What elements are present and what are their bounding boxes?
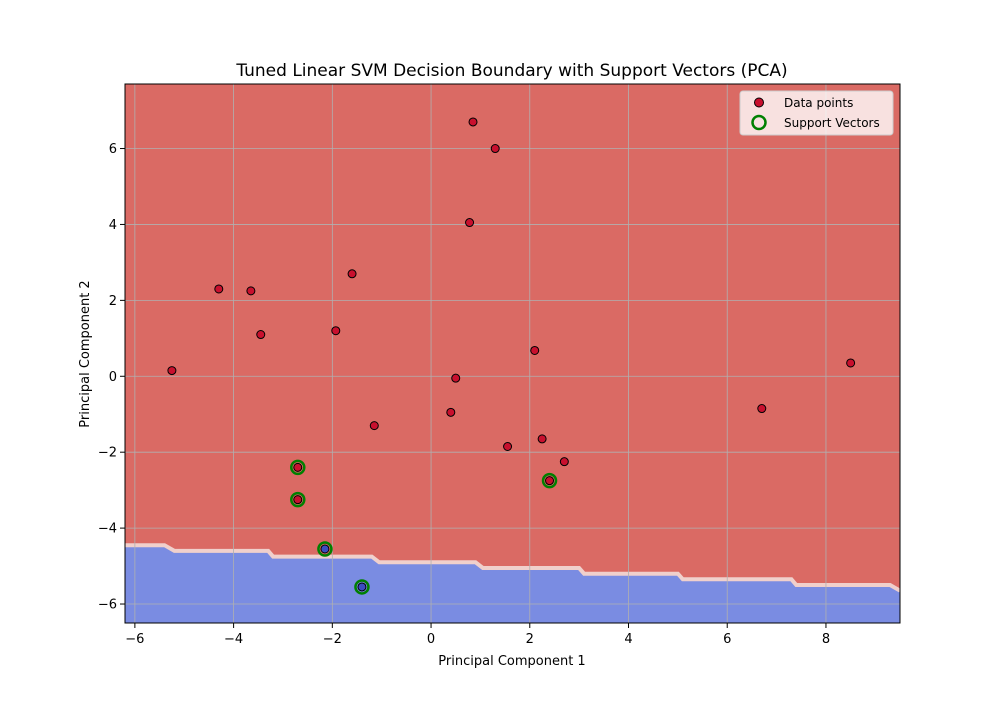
y-tick-label: 0	[109, 370, 117, 385]
data-point	[503, 441, 513, 451]
legend-support-vectors-marker	[751, 114, 767, 131]
data-point	[451, 373, 461, 383]
data-point	[446, 407, 456, 417]
x-tick-label: 6	[723, 632, 731, 647]
x-tick-label: −4	[224, 632, 243, 647]
data-point	[167, 366, 177, 376]
data-point	[465, 218, 475, 228]
grid-lines	[125, 84, 900, 623]
data-point	[559, 457, 569, 467]
data-point	[246, 286, 256, 296]
data-point	[545, 476, 555, 486]
support-vector-rings	[290, 459, 558, 595]
support-vector-ring	[354, 579, 370, 595]
y-tick-label: −4	[98, 522, 117, 537]
data-points	[167, 117, 856, 592]
chart-title: Tuned Linear SVM Decision Boundary with …	[235, 61, 787, 81]
y-tick-label: 2	[109, 294, 117, 309]
decision-region-class-blue	[125, 545, 900, 623]
data-point	[293, 462, 303, 472]
support-vector-ring	[290, 491, 306, 508]
data-point	[530, 345, 540, 355]
data-point	[490, 144, 500, 154]
x-tick-label: 2	[526, 632, 534, 647]
legend: Data points Support Vectors	[739, 90, 894, 136]
decision-boundary-line	[125, 543, 900, 593]
data-point	[537, 434, 547, 444]
data-point	[347, 269, 357, 279]
x-tick-label: −2	[323, 632, 342, 647]
data-point	[320, 544, 330, 554]
y-axis-ticks: −6 −4 −2 0 2 4 6	[98, 142, 125, 613]
support-vector-ring	[290, 459, 306, 476]
data-point	[293, 495, 303, 505]
plot-frame	[124, 83, 901, 624]
data-point	[369, 421, 379, 431]
data-point	[357, 582, 367, 592]
x-tick-label: −6	[125, 632, 144, 647]
x-axis-label: Principal Component 1	[438, 654, 585, 669]
support-vector-ring	[541, 472, 558, 489]
legend-data-points-marker	[754, 97, 764, 108]
data-point	[331, 326, 341, 336]
y-tick-label: −2	[98, 446, 117, 461]
data-point	[757, 404, 767, 414]
y-tick-label: 6	[109, 142, 117, 157]
legend-box	[739, 90, 894, 136]
data-point	[846, 358, 856, 368]
x-tick-label: 0	[427, 632, 435, 647]
data-point	[256, 330, 266, 340]
legend-support-vectors-label: Support Vectors	[784, 116, 880, 130]
y-tick-label: −6	[98, 598, 117, 613]
y-tick-label: 4	[109, 218, 117, 233]
x-tick-label: 4	[624, 632, 632, 647]
x-axis-ticks: −6 −4 −2 0 2 4 6 8	[125, 623, 830, 647]
data-point	[214, 284, 224, 294]
data-point	[468, 117, 478, 127]
y-axis-label: Principal Component 2	[78, 280, 93, 427]
support-vector-ring	[317, 541, 333, 557]
decision-region-class-red	[125, 84, 900, 623]
legend-data-points-label: Data points	[784, 96, 853, 110]
x-tick-label: 8	[822, 632, 830, 647]
